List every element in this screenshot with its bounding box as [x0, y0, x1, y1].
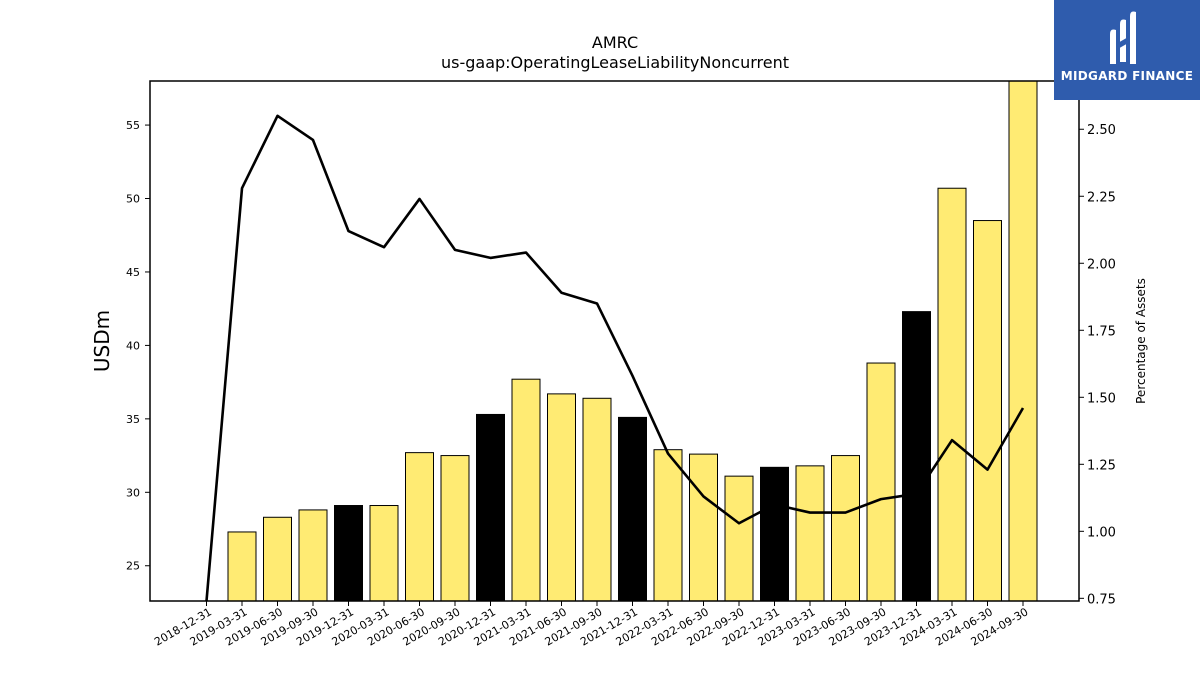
bars [227, 80, 1038, 602]
bar [511, 378, 541, 602]
bar [298, 509, 328, 602]
y-tick-label: 25 [126, 560, 140, 573]
bar [334, 505, 363, 602]
y-right-tick-label: 1.00 [1087, 525, 1116, 540]
y-right-tick-label: 2.50 [1087, 123, 1116, 138]
bar [866, 362, 896, 602]
bar [227, 531, 257, 602]
bar [440, 455, 470, 602]
chart-subtitle: us-gaap:OperatingLeaseLiabilityNoncurren… [441, 53, 789, 72]
bar [724, 475, 754, 602]
y-tick-label: 35 [126, 413, 140, 426]
y-tick-label: 45 [126, 266, 140, 279]
chart-title: AMRC [592, 33, 638, 52]
y-axis-label: USDm [90, 310, 114, 372]
bar [760, 466, 789, 602]
bar [689, 453, 718, 602]
y-right-tick-label: 1.50 [1087, 391, 1116, 406]
bar [1008, 80, 1038, 602]
y-tick-label: 55 [126, 119, 140, 132]
y-right-tick-label: 1.75 [1087, 324, 1116, 339]
logo-text: MIDGARD FINANCE [1060, 69, 1194, 83]
bar [547, 393, 576, 602]
plot-frame [149, 80, 1080, 602]
bar [582, 397, 612, 602]
bar [476, 413, 505, 602]
midgard-finance-logo: MIDGARD FINANCE [1054, 0, 1200, 100]
bar [369, 505, 399, 602]
y-tick-label: 50 [126, 193, 140, 206]
y-right-tick-label: 0.75 [1087, 592, 1116, 607]
bar [973, 220, 1002, 602]
bar [831, 455, 860, 602]
bar [263, 516, 292, 602]
y-right-tick-label: 2.25 [1087, 190, 1116, 205]
y-right-tick-label: 2.00 [1087, 257, 1116, 272]
bar [405, 452, 434, 602]
bar [795, 465, 825, 602]
y-axis-label-right: Percentage of Assets [1134, 278, 1148, 404]
bar [902, 311, 931, 602]
y-tick-label: 30 [126, 486, 140, 499]
bar [653, 449, 683, 602]
bar [937, 187, 967, 602]
y-tick-label: 40 [126, 339, 140, 352]
bar [618, 416, 647, 602]
midgard-logo-icon [1110, 11, 1136, 64]
y-right-tick-label: 1.25 [1087, 458, 1116, 473]
percentage-line [205, 114, 1025, 602]
